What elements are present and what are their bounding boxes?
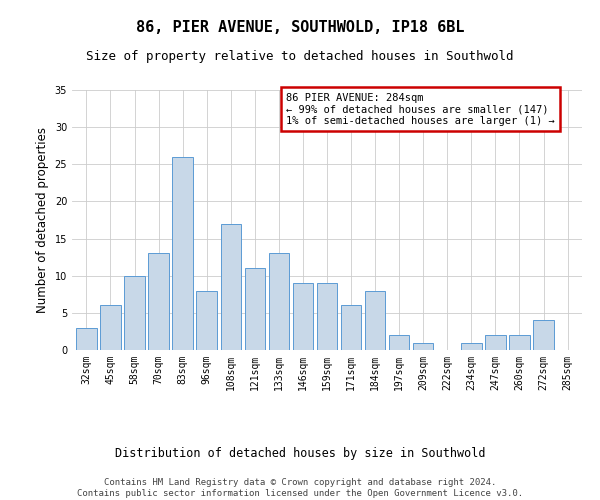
Bar	[317, 283, 337, 350]
Bar	[461, 342, 482, 350]
Bar	[148, 254, 169, 350]
Bar	[485, 335, 506, 350]
Bar	[533, 320, 554, 350]
Text: 86, PIER AVENUE, SOUTHWOLD, IP18 6BL: 86, PIER AVENUE, SOUTHWOLD, IP18 6BL	[136, 20, 464, 35]
Bar	[389, 335, 409, 350]
Text: Distribution of detached houses by size in Southwold: Distribution of detached houses by size …	[115, 448, 485, 460]
Bar	[269, 254, 289, 350]
Bar	[100, 306, 121, 350]
Text: Size of property relative to detached houses in Southwold: Size of property relative to detached ho…	[86, 50, 514, 63]
Bar	[196, 290, 217, 350]
Bar	[172, 157, 193, 350]
Bar	[76, 328, 97, 350]
Bar	[341, 306, 361, 350]
Bar	[293, 283, 313, 350]
Bar	[509, 335, 530, 350]
Y-axis label: Number of detached properties: Number of detached properties	[36, 127, 49, 313]
Bar	[365, 290, 385, 350]
Bar	[124, 276, 145, 350]
Bar	[413, 342, 433, 350]
Text: Contains HM Land Registry data © Crown copyright and database right 2024.
Contai: Contains HM Land Registry data © Crown c…	[77, 478, 523, 498]
Bar	[221, 224, 241, 350]
Bar	[245, 268, 265, 350]
Text: 86 PIER AVENUE: 284sqm
← 99% of detached houses are smaller (147)
1% of semi-det: 86 PIER AVENUE: 284sqm ← 99% of detached…	[286, 92, 555, 126]
